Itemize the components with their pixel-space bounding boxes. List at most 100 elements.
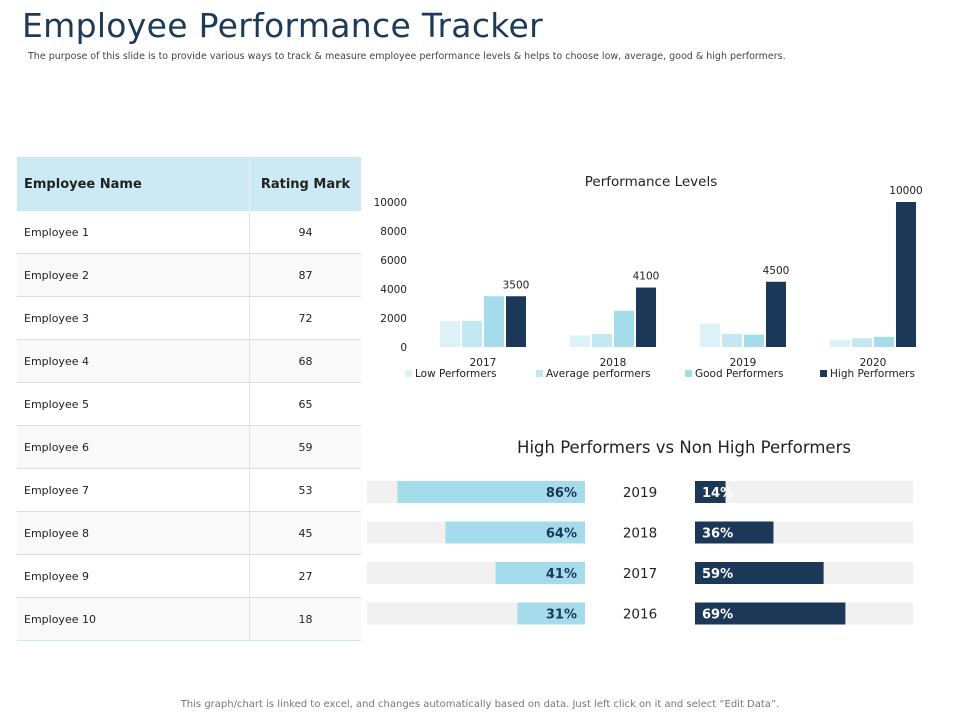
high-vs-non-high-performers-chart: 86% 2019 14% 64% 2018 36% 41% 2017 59% 31% 2016 69% — [367, 481, 913, 625]
rating-mark-cell: 59 — [249, 425, 361, 469]
legend-label: High Performers — [830, 368, 915, 380]
table-row: Employee 10 18 — [17, 597, 361, 641]
table-row: Employee 5 65 — [17, 382, 361, 426]
table-row: Employee 4 68 — [17, 339, 361, 383]
rating-mark-cell: 94 — [249, 211, 361, 254]
non-high-performers-label: 41% — [546, 567, 577, 582]
table-row: Employee 7 53 — [17, 468, 361, 512]
employee-name-cell: Employee 2 — [17, 253, 250, 297]
non-high-performers-bar — [517, 602, 585, 625]
non-high-performers-label: 31% — [546, 608, 577, 623]
y-tick-label: 6000 — [380, 255, 407, 267]
rating-mark-cell: 27 — [249, 554, 361, 598]
x-tick-label: 2017 — [470, 357, 497, 369]
employee-name-cell: Employee 9 — [17, 554, 250, 598]
bar-average-performers — [852, 338, 872, 347]
bar-low-performers — [570, 335, 590, 347]
table-row: Employee 9 27 — [17, 554, 361, 598]
bar-good-performers — [874, 336, 894, 347]
legend-swatch — [820, 370, 827, 377]
page-subtitle: The purpose of this slide is to provide … — [28, 51, 786, 62]
non-high-performers-label: 64% — [546, 527, 577, 542]
y-tick-label: 0 — [400, 342, 407, 354]
bar-data-label: 10000 — [889, 185, 922, 197]
bar-good-performers — [744, 334, 764, 347]
y-tick-label: 2000 — [380, 313, 407, 325]
non-high-performers-bar — [445, 521, 585, 544]
bar-average-performers — [462, 320, 482, 347]
employee-name-cell: Employee 7 — [17, 468, 250, 512]
bar-data-label: 4500 — [763, 265, 790, 277]
year-label: 2017 — [623, 566, 657, 582]
footer-note: This graph/chart is linked to excel, and… — [180, 699, 780, 710]
legend-label: Good Performers — [695, 368, 783, 380]
table-row: Employee 1 94 — [17, 211, 361, 254]
high-performers-bar — [695, 562, 824, 584]
rating-mark-cell: 65 — [249, 382, 361, 426]
column-header-rating-mark: Rating Mark — [249, 157, 361, 211]
rating-mark-cell: 53 — [249, 468, 361, 512]
bar-high-performers — [766, 281, 786, 347]
rating-mark-cell: 18 — [249, 597, 361, 641]
rating-mark-cell: 45 — [249, 511, 361, 555]
employee-name-cell: Employee 6 — [17, 425, 250, 469]
employee-name-cell: Employee 8 — [17, 511, 250, 555]
right-bar-track — [695, 481, 913, 503]
non-high-performers-bar — [495, 562, 585, 584]
high-performers-bar — [695, 481, 726, 503]
high-performers-bar — [695, 602, 846, 625]
employee-name-cell: Employee 1 — [17, 211, 250, 254]
legend-swatch — [405, 370, 412, 377]
year-label: 2016 — [623, 607, 657, 623]
performance-levels-chart: Performance Levels 0 2000 4000 6000 8000 10000… — [374, 174, 923, 380]
x-tick-label: 2019 — [730, 357, 757, 369]
x-tick-label: 2018 — [600, 357, 627, 369]
bar-low-performers — [440, 320, 460, 347]
page-title: Employee Performance Tracker — [22, 6, 543, 45]
employee-table: Employee Name Rating Mark Employee 1 94 E… — [17, 157, 361, 641]
bar-high-performers — [506, 296, 526, 347]
legend-label: Average performers — [546, 368, 651, 380]
high-performers-chart-title: High Performers vs Non High Performers — [517, 438, 851, 457]
legend-swatch — [536, 370, 543, 377]
bar-data-label: 4100 — [633, 271, 660, 283]
employee-name-cell: Employee 4 — [17, 339, 250, 383]
bar-good-performers — [484, 296, 504, 347]
rating-mark-cell: 87 — [249, 253, 361, 297]
bar-low-performers — [700, 323, 720, 347]
table-row: Employee 2 87 — [17, 253, 361, 297]
year-label: 2018 — [623, 526, 657, 542]
high-performers-bar — [695, 521, 774, 544]
high-performers-label: 69% — [702, 608, 733, 623]
bar-low-performers — [830, 339, 850, 347]
y-tick-label: 8000 — [380, 226, 407, 238]
high-performers-label: 36% — [702, 527, 733, 542]
employee-name-cell: Employee 3 — [17, 296, 250, 340]
bar-average-performers — [592, 333, 612, 347]
year-label: 2019 — [623, 485, 657, 501]
employee-name-cell: Employee 10 — [17, 597, 250, 641]
bar-high-performers — [896, 202, 916, 347]
high-performers-label: 59% — [702, 567, 733, 582]
x-tick-label: 2020 — [860, 357, 887, 369]
employee-name-cell: Employee 5 — [17, 382, 250, 426]
bar-high-performers — [636, 287, 656, 347]
bar-good-performers — [614, 310, 634, 347]
column-header-employee-name: Employee Name — [17, 157, 250, 211]
high-performers-label: 14% — [702, 486, 733, 501]
chart-title: Performance Levels — [585, 174, 718, 190]
rating-mark-cell: 68 — [249, 339, 361, 383]
non-high-performers-label: 86% — [546, 486, 577, 501]
table-row: Employee 3 72 — [17, 296, 361, 340]
y-tick-label: 4000 — [380, 284, 407, 296]
legend-label: Low Performers — [415, 368, 496, 380]
bar-data-label: 3500 — [503, 279, 530, 291]
bar-average-performers — [722, 333, 742, 347]
table-row: Employee 6 59 — [17, 425, 361, 469]
y-tick-label: 10000 — [374, 197, 407, 209]
table-header-row: Employee Name Rating Mark — [17, 157, 361, 211]
rating-mark-cell: 72 — [249, 296, 361, 340]
legend-swatch — [685, 370, 692, 377]
non-high-performers-bar — [397, 481, 585, 503]
table-row: Employee 8 45 — [17, 511, 361, 555]
